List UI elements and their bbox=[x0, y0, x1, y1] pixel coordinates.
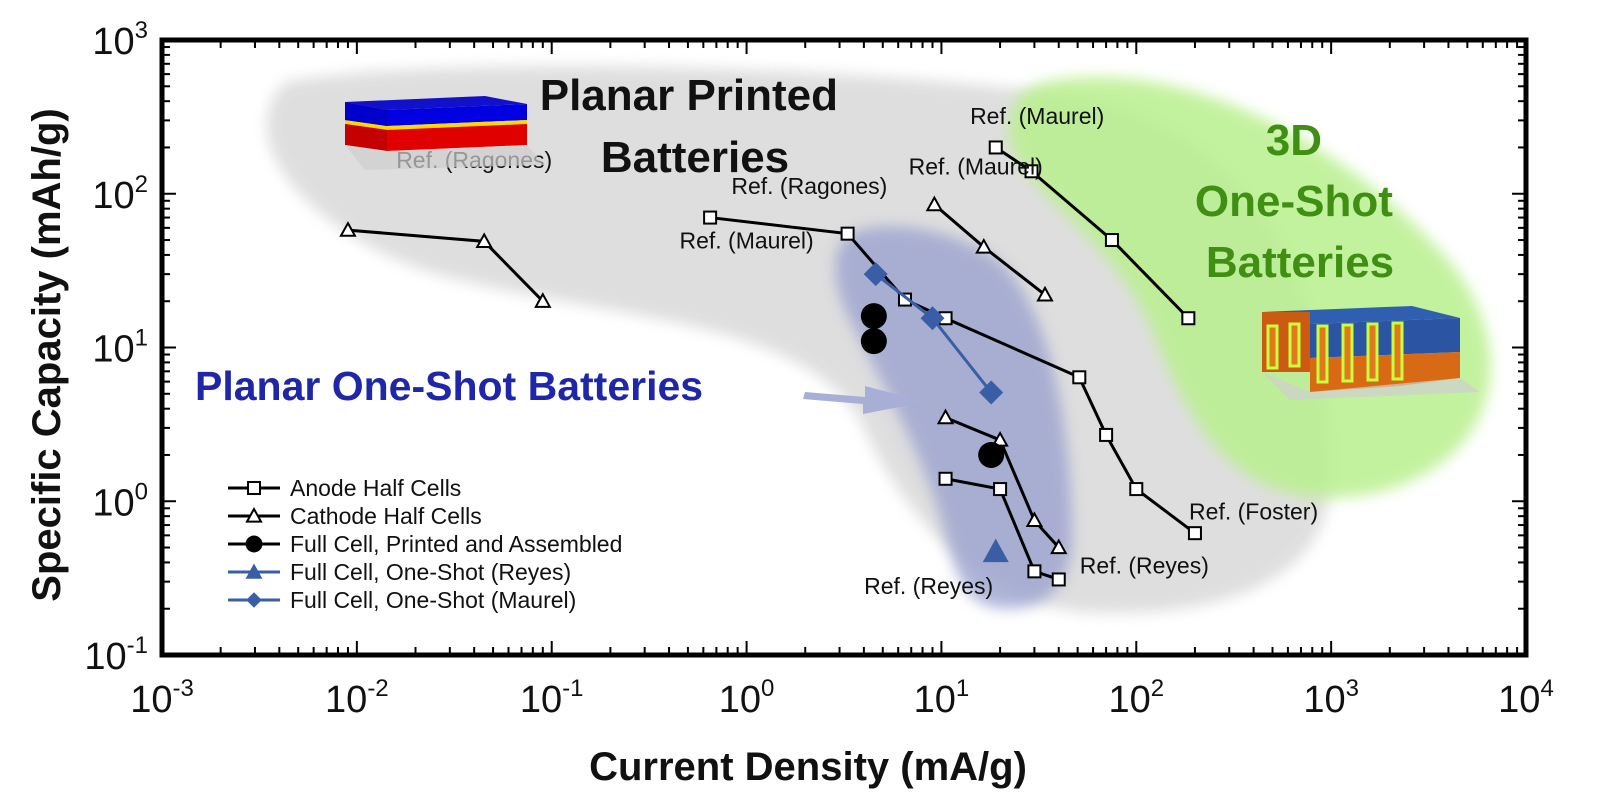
cathode-point bbox=[1025, 511, 1044, 528]
one-shot-reyes-point bbox=[982, 538, 1009, 563]
series-anode bbox=[938, 471, 1066, 587]
anode-point bbox=[1024, 164, 1039, 179]
y-tick-label: 103 bbox=[92, 17, 148, 63]
reference-label: Ref. (Maurel) bbox=[679, 228, 813, 254]
reference-label: Ref. (Maurel) bbox=[970, 103, 1104, 129]
series-layer bbox=[339, 140, 1202, 587]
x-tick-label: 103 bbox=[1303, 675, 1359, 721]
planar-printed-label-line2: Batteries bbox=[601, 133, 789, 182]
legend-item: Full Cell, Printed and Assembled bbox=[228, 531, 622, 557]
three-d-label-line2: One-Shot bbox=[1195, 177, 1393, 226]
y-axis-title: Specific Capacity (mAh/g) bbox=[25, 108, 69, 601]
series-one-shot-reyes bbox=[982, 538, 1009, 563]
series-line bbox=[994, 146, 1190, 320]
series-full-printed bbox=[860, 303, 1005, 468]
legend-item: Anode Half Cells bbox=[228, 475, 461, 501]
anode-point bbox=[1027, 564, 1042, 579]
series-cathode bbox=[925, 195, 1054, 302]
legend-item: Full Cell, One-Shot (Reyes) bbox=[228, 559, 571, 585]
legend-label: Anode Half Cells bbox=[290, 475, 461, 501]
y-tick-label: 102 bbox=[92, 171, 148, 217]
legend-label: Cathode Half Cells bbox=[290, 503, 482, 529]
anode-point bbox=[1051, 572, 1066, 587]
one-shot-maurel-point bbox=[863, 262, 888, 287]
cathode-point bbox=[534, 292, 552, 308]
one-shot-reyes-point bbox=[245, 563, 263, 579]
anode-point bbox=[988, 140, 1003, 155]
anode-point bbox=[993, 482, 1008, 497]
anode-point bbox=[1129, 482, 1144, 497]
x-tick-label: 10-1 bbox=[520, 675, 584, 721]
x-tick-label: 100 bbox=[719, 675, 775, 721]
x-axis-title: Current Density (mA/g) bbox=[589, 745, 1027, 789]
x-tick-label: 101 bbox=[914, 675, 970, 721]
three-d-label-line3: Batteries bbox=[1206, 238, 1394, 287]
anode-point bbox=[703, 210, 718, 225]
anode-point bbox=[247, 481, 261, 495]
legend-label: Full Cell, One-Shot (Reyes) bbox=[290, 559, 571, 585]
axis-tick-labels: 10-3 10-2 10-1 100 101 102 103 104 10-1 100 101 102… bbox=[84, 17, 1553, 721]
planar-one-shot-arrow bbox=[803, 386, 925, 414]
x-tick-label: 10-2 bbox=[325, 675, 389, 721]
planar-printed-label-line1: Planar Printed bbox=[540, 71, 838, 120]
x-tick-label: 10-3 bbox=[130, 675, 194, 721]
y-tick-label: 101 bbox=[92, 325, 148, 371]
anode-point bbox=[897, 292, 912, 307]
series-anode bbox=[988, 140, 1196, 326]
anode-point bbox=[1181, 311, 1196, 326]
full-cell-printed-point bbox=[860, 328, 887, 355]
series-one-shot-maurel bbox=[863, 262, 1004, 405]
series-cathode bbox=[936, 408, 1068, 555]
reference-label: Ref. (Maurel) bbox=[909, 154, 1043, 180]
anode-point bbox=[1072, 370, 1087, 385]
cathode-point bbox=[245, 506, 263, 523]
three-d-label-line1: 3D bbox=[1266, 116, 1322, 165]
anode-point bbox=[938, 471, 953, 486]
axis-ticks bbox=[161, 40, 1526, 656]
one-shot-maurel-point bbox=[979, 380, 1004, 405]
reference-label: Ref. (Reyes) bbox=[1080, 552, 1209, 578]
three-d-one-shot-label: 3D One-Shot Batteries bbox=[1195, 116, 1405, 287]
legend-item: Cathode Half Cells bbox=[228, 503, 482, 529]
cathode-point bbox=[936, 408, 955, 425]
x-tick-label: 102 bbox=[1108, 675, 1164, 721]
reference-label: Ref. (Reyes) bbox=[864, 573, 993, 599]
series-cathode bbox=[339, 221, 552, 308]
y-tick-label: 10-1 bbox=[84, 632, 148, 678]
reference-label: Ref. (Ragones) bbox=[731, 173, 887, 199]
cathode-point bbox=[1050, 538, 1068, 555]
cathode-point bbox=[339, 221, 357, 237]
planar-one-shot-label: Planar One-Shot Batteries bbox=[195, 363, 703, 409]
one-shot-maurel-point bbox=[920, 306, 945, 331]
legend-label: Full Cell, Printed and Assembled bbox=[290, 531, 622, 557]
legend-label: Full Cell, One-Shot (Maurel) bbox=[290, 587, 576, 613]
cathode-point bbox=[1036, 285, 1054, 302]
series-line bbox=[709, 216, 1196, 535]
full-cell-printed-point bbox=[860, 303, 887, 330]
anode-point bbox=[1187, 526, 1202, 541]
full-cell-printed-point bbox=[978, 441, 1005, 468]
anode-point bbox=[840, 226, 855, 241]
reference-label: Ref. (Foster) bbox=[1189, 499, 1318, 525]
cathode-point bbox=[475, 232, 493, 248]
cathode-point bbox=[975, 238, 993, 254]
anode-point bbox=[1099, 427, 1114, 442]
cathode-point bbox=[925, 195, 944, 212]
legend-item: Full Cell, One-Shot (Maurel) bbox=[228, 587, 576, 613]
interdigitated-3d-battery-icon bbox=[1262, 306, 1480, 400]
full-cell-printed-point bbox=[245, 535, 263, 553]
planar-printed-label: Planar Printed Batteries bbox=[540, 71, 851, 182]
one-shot-maurel-point bbox=[246, 592, 262, 608]
stacked-layer-battery-icon bbox=[345, 96, 545, 170]
series-anode bbox=[703, 210, 1202, 541]
series-line bbox=[944, 416, 1060, 549]
anode-point bbox=[1104, 233, 1119, 248]
series-line bbox=[945, 477, 1060, 581]
x-tick-label: 104 bbox=[1498, 675, 1554, 721]
planar-one-shot-region bbox=[835, 226, 1073, 609]
y-tick-label: 100 bbox=[92, 478, 148, 524]
